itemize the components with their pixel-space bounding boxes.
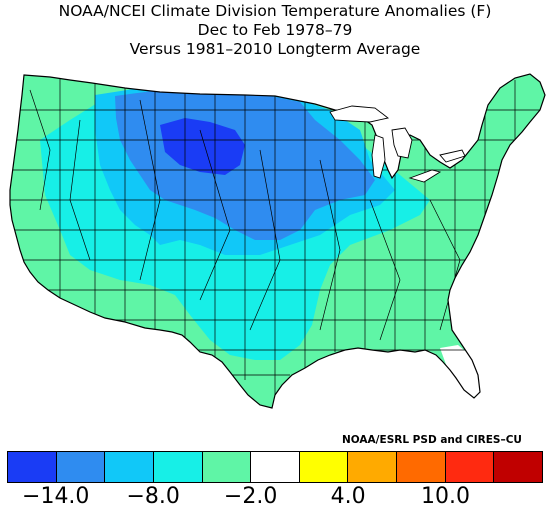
color-swatch-5 — [251, 452, 300, 482]
color-swatch-3 — [153, 452, 203, 482]
scale-tick-label: −14.0 — [22, 484, 90, 509]
scale-tick-label: 10.0 — [421, 484, 471, 509]
color-swatch-1 — [56, 452, 106, 482]
lake-superior — [329, 105, 390, 123]
division-lines — [10, 74, 540, 400]
great-lakes — [329, 105, 466, 183]
us-anomaly-map — [9, 73, 546, 409]
color-swatch-0 — [8, 452, 57, 482]
color-swatch-2 — [105, 452, 154, 482]
data-credit: NOAA/ESRL PSD and CIRES–CU — [342, 434, 522, 446]
scale-tick-label: −8.0 — [126, 484, 180, 509]
color-swatch-10 — [494, 452, 543, 482]
color-swatch-4 — [202, 452, 252, 482]
anomaly-band-white-florida — [440, 345, 480, 398]
anomaly-fill — [10, 74, 545, 408]
us-outline — [9, 73, 546, 409]
lake-ontario — [439, 149, 466, 163]
color-swatch-6 — [299, 452, 349, 482]
anomaly-band-deep-blue — [160, 118, 245, 175]
map-subtitle-baseline: Versus 1981–2010 Longterm Average — [129, 40, 421, 58]
color-swatch-7 — [348, 452, 398, 482]
map-title-block: NOAA/NCEI Climate Division Temperature A… — [0, 2, 550, 59]
lake-erie — [408, 169, 442, 183]
scale-tick-label: 4.0 — [330, 484, 366, 509]
color-swatch-8 — [397, 452, 446, 482]
color-swatch-9 — [445, 452, 495, 482]
lake-huron — [391, 127, 413, 159]
map-title: NOAA/NCEI Climate Division Temperature A… — [58, 2, 492, 20]
scale-tick-label: −2.0 — [223, 484, 278, 509]
lake-michigan — [371, 134, 386, 179]
color-scale-bar — [7, 451, 543, 483]
map-subtitle-period: Dec to Feb 1978–79 — [197, 21, 353, 39]
